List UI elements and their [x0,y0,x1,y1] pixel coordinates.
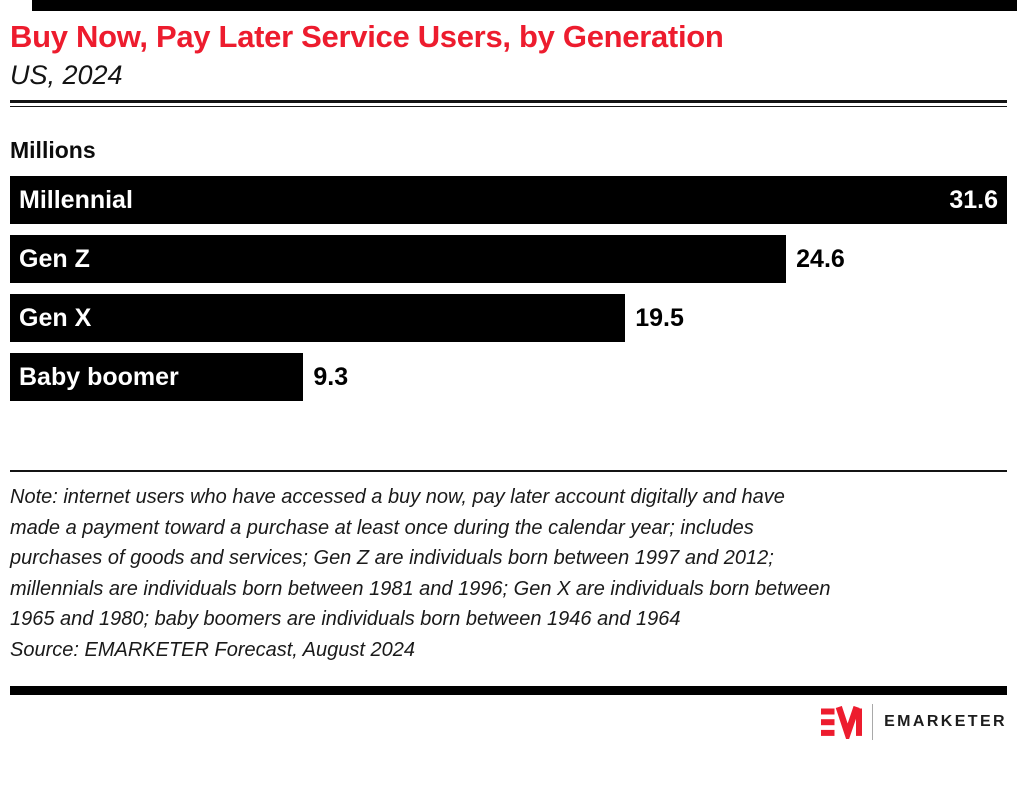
footnote: Note: internet users who have accessed a… [10,482,1007,665]
chart-card: Buy Now, Pay Later Service Users, by Gen… [0,19,1017,740]
bar-value: 19.5 [635,303,684,332]
bar: Millennial 31.6 [10,176,1007,224]
top-accent-bar [32,0,1017,11]
bar-value: 9.3 [313,362,349,391]
header-divider-thick [10,100,1007,103]
chart-subtitle: US, 2024 [10,60,123,90]
footnote-line: 1965 and 1980; baby boomers are individu… [10,608,681,630]
bar-row: Gen X 19.5 [10,294,1007,342]
footnote-line: made a payment toward a purchase at leas… [10,516,754,539]
brand-footer: EMARKETER [10,704,1007,740]
header-divider-thin [10,106,1007,107]
bottom-accent-bar [10,686,1007,695]
emarketer-logo-icon [821,705,863,739]
brand-name: EMARKETER [884,713,1007,730]
bar: Gen Z [10,235,787,283]
bar: Baby boomer [10,353,304,401]
bar-chart: Millennial 31.6 Gen Z 24.6 Gen X 19.5 Baby boo… [10,176,1007,401]
bar: Gen X [10,294,626,342]
footnote-divider [10,470,1007,472]
bar-row: Millennial 31.6 [10,176,1007,224]
bar-label: Baby boomer [19,362,179,391]
units-label: Millions [10,137,96,163]
bar-label: Gen X [19,303,92,332]
bar-value: 31.6 [949,185,998,214]
bar-row: Gen Z 24.6 [10,235,1007,283]
footnote-line: Note: internet users who have accessed a… [10,486,785,508]
footnote-line: purchases of goods and services; Gen Z a… [10,547,774,569]
source-line: Source: EMARKETER Forecast, August 2024 [10,638,415,661]
logo-divider [872,704,874,740]
footnote-line: millennials are individuals born between… [10,577,831,600]
bar-value: 24.6 [796,244,845,273]
bar-label: Millennial [19,185,133,214]
bar-label: Gen Z [19,244,90,273]
bar-row: Baby boomer 9.3 [10,353,1007,401]
chart-title: Buy Now, Pay Later Service Users, by Gen… [10,19,724,54]
